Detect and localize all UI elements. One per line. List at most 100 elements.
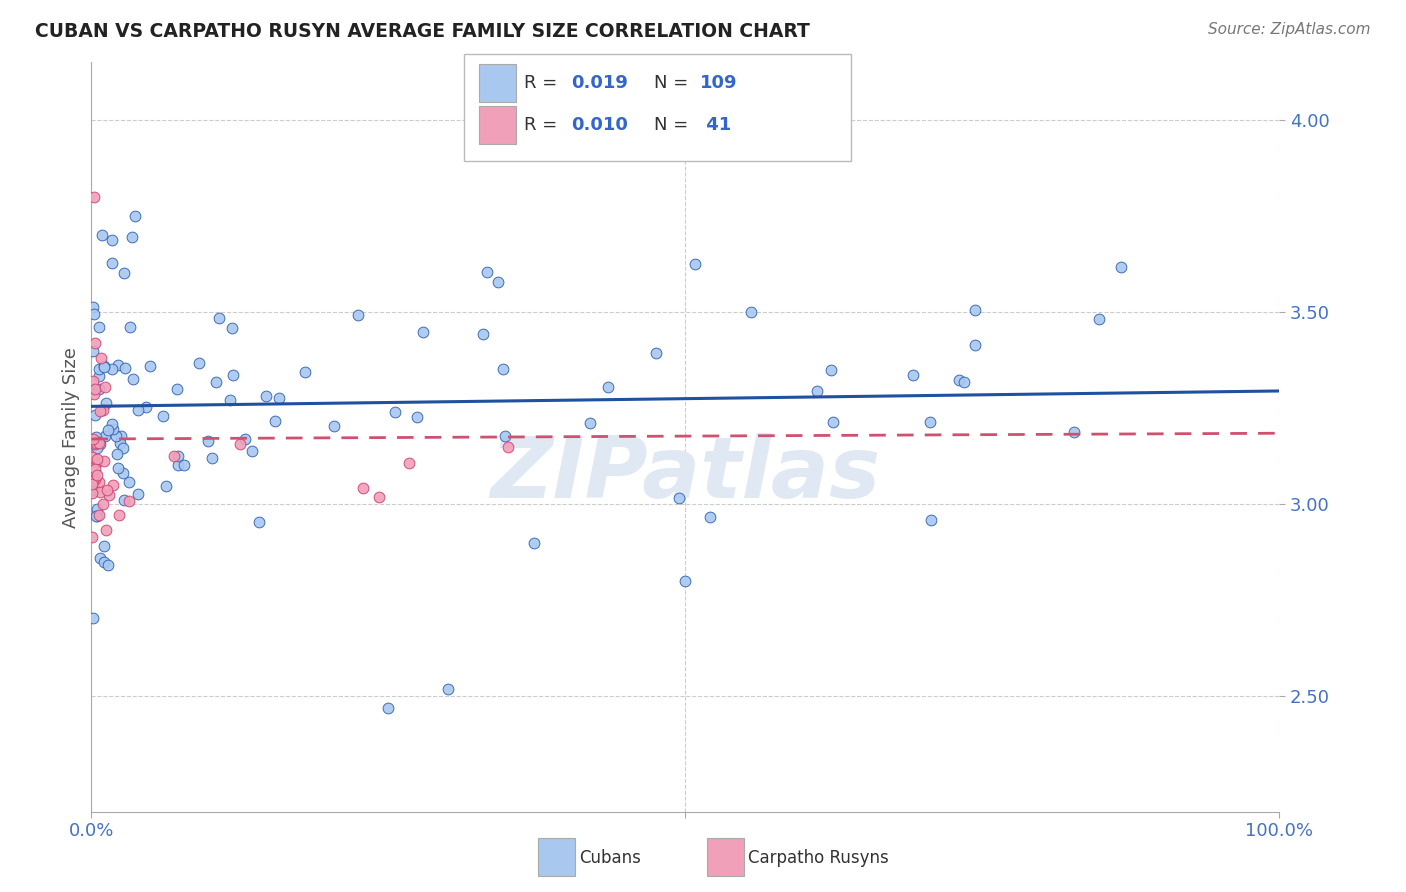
Text: 0.019: 0.019 [571, 74, 627, 92]
Point [93, 429, 115, 443]
Point [472, 140, 495, 154]
Point [91, 402, 114, 417]
Point [83, 307, 105, 321]
Point [155, 479, 177, 493]
Point [121, 230, 143, 244]
Point [235, 432, 257, 446]
Point [167, 449, 190, 463]
Point [111, 441, 134, 455]
Point [86, 502, 108, 516]
Text: 0.010: 0.010 [571, 116, 627, 134]
Point [97, 558, 120, 572]
Point [406, 409, 429, 424]
Point [80, 486, 103, 500]
Point [105, 447, 128, 461]
Point [267, 391, 290, 405]
Point [492, 362, 515, 376]
Point [94, 396, 117, 410]
Point [1063, 425, 1085, 440]
Point [93, 380, 115, 394]
Point [110, 429, 132, 443]
Point [83, 190, 105, 204]
Point [821, 415, 844, 429]
Point [208, 311, 231, 326]
Point [903, 368, 925, 382]
Point [97, 423, 120, 437]
Point [82, 474, 104, 488]
Point [86, 467, 108, 482]
Point [523, 535, 546, 549]
Point [84, 435, 107, 450]
Point [101, 233, 124, 247]
Point [80, 477, 103, 491]
Point [100, 417, 122, 432]
Point [384, 405, 406, 419]
Point [86, 455, 108, 469]
Point [352, 481, 374, 495]
Point [322, 418, 344, 433]
Point [127, 403, 149, 417]
Point [472, 327, 495, 342]
Point [82, 432, 104, 446]
Point [118, 475, 141, 490]
Point [104, 428, 127, 442]
Point [163, 449, 186, 463]
Point [89, 436, 111, 450]
Point [222, 368, 245, 382]
Point [398, 456, 420, 470]
Text: CUBAN VS CARPATHO RUSYN AVERAGE FAMILY SIZE CORRELATION CHART: CUBAN VS CARPATHO RUSYN AVERAGE FAMILY S… [35, 22, 810, 41]
Point [135, 400, 157, 414]
Text: N =: N = [654, 116, 693, 134]
Point [94, 523, 117, 537]
Point [920, 415, 942, 429]
Point [107, 358, 129, 372]
Point [496, 440, 519, 454]
Point [80, 529, 103, 543]
Point [436, 681, 458, 696]
Point [84, 509, 107, 524]
Point [83, 382, 105, 396]
Point [84, 430, 107, 444]
Point [108, 435, 131, 450]
Text: ZIPatlas: ZIPatlas [491, 433, 880, 516]
Text: Source: ZipAtlas.com: Source: ZipAtlas.com [1208, 22, 1371, 37]
Point [948, 373, 970, 387]
Y-axis label: Average Family Size: Average Family Size [62, 347, 80, 527]
Point [108, 508, 131, 522]
Point [377, 701, 399, 715]
Point [124, 209, 146, 223]
Point [83, 472, 105, 486]
Point [166, 382, 188, 396]
Point [93, 359, 115, 374]
Point [920, 513, 942, 527]
Point [82, 343, 104, 358]
Point [367, 490, 389, 504]
Point [83, 462, 105, 476]
Point [90, 351, 112, 366]
Point [82, 470, 104, 484]
Point [87, 320, 110, 334]
Point [683, 257, 706, 271]
Text: Carpatho Rusyns: Carpatho Rusyns [748, 849, 889, 867]
Point [122, 372, 145, 386]
Point [294, 365, 316, 379]
Point [578, 416, 600, 430]
Point [82, 611, 104, 625]
Point [101, 361, 124, 376]
Point [820, 363, 842, 377]
Point [152, 409, 174, 423]
Point [263, 414, 285, 428]
Point [107, 460, 129, 475]
Point [167, 458, 190, 472]
Point [87, 362, 110, 376]
Point [87, 369, 110, 384]
Point [205, 375, 228, 389]
Point [87, 475, 110, 490]
Text: 41: 41 [700, 116, 731, 134]
Point [112, 467, 135, 481]
Point [494, 429, 516, 443]
Text: Cubans: Cubans [579, 849, 641, 867]
Point [87, 508, 110, 522]
Point [93, 539, 115, 553]
Point [97, 488, 120, 502]
